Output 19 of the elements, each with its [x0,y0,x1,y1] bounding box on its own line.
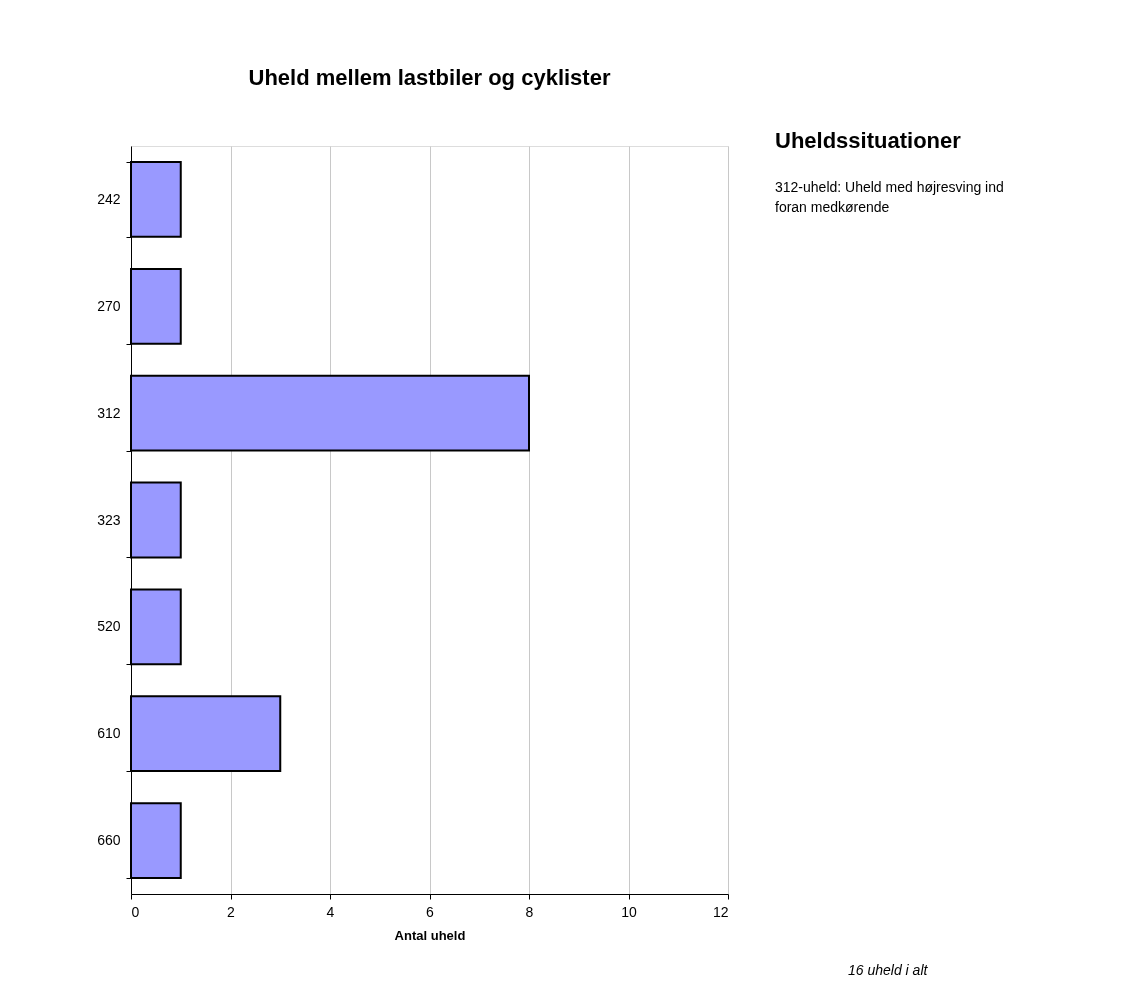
y-tick-label: 242 [97,190,121,207]
x-tick-label: 6 [426,903,435,920]
x-tick-label: 0 [131,903,140,920]
y-tick-label: 610 [97,725,121,742]
x-tick-label: 10 [621,903,637,920]
x-tick-label: 4 [326,903,335,920]
text: Uheldssituationer [775,128,962,153]
x-tick-label: 12 [712,903,729,920]
y-tick-label: 312 [97,404,121,421]
y-tick-label: 660 [97,832,121,849]
x-tick-label: 2 [227,903,236,920]
text: 312-uheld: Uheld med højresving ind foran medkørende [775,179,1004,215]
text: 16 uheld i alt [848,962,929,978]
y-tick-label: 323 [97,511,121,528]
y-tick-label: 520 [97,618,121,635]
chart-title: Uheld mellem lastbiler og cyklister [248,65,611,90]
x-axis-title: Antal uheld [394,927,466,943]
y-tick-label: 270 [97,297,121,314]
x-tick-label: 8 [525,903,534,920]
